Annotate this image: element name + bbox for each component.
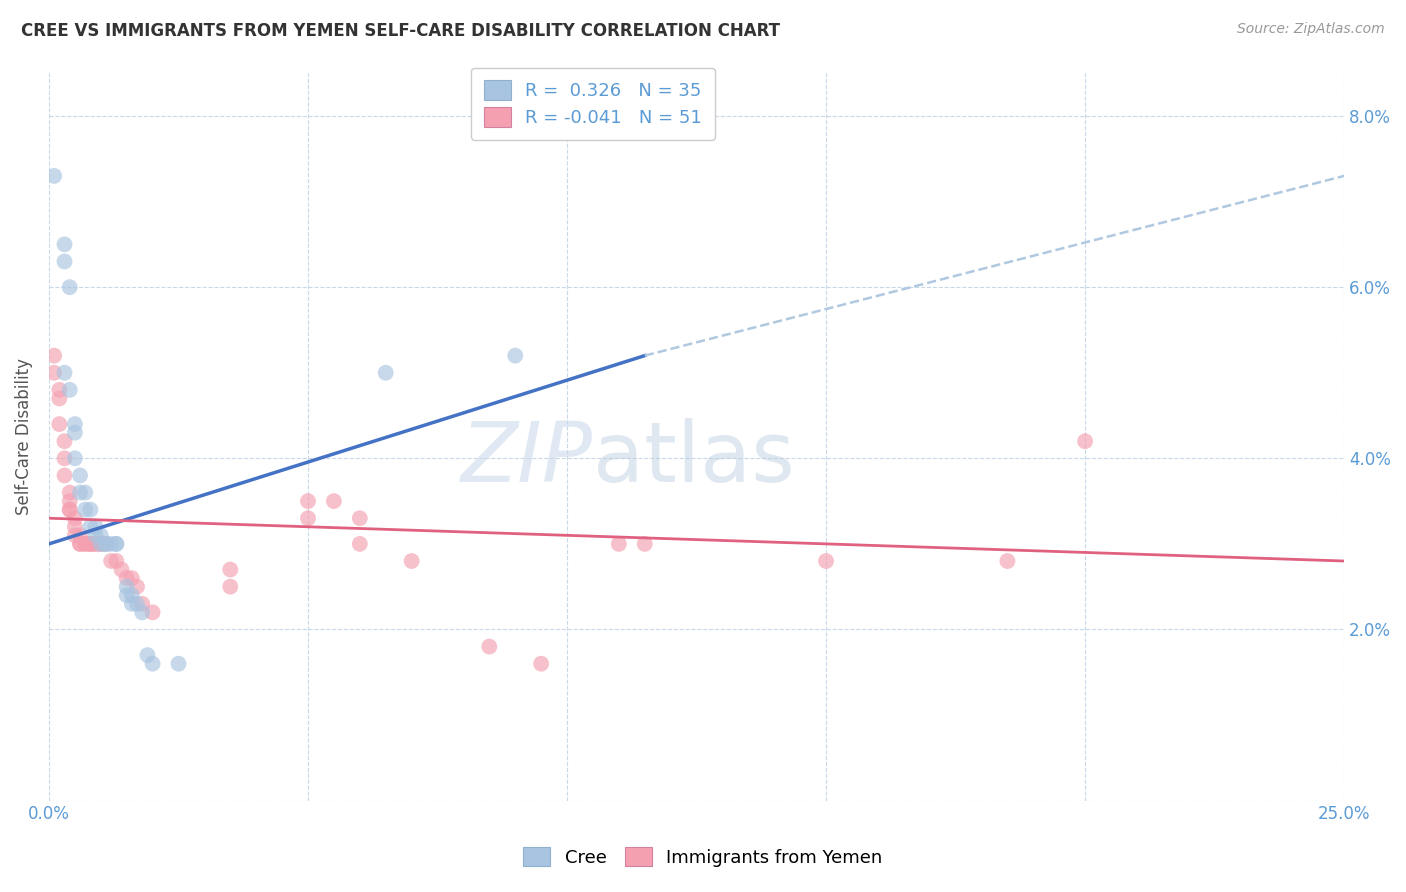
Point bbox=[63, 425, 86, 440]
Point bbox=[53, 237, 76, 252]
Point bbox=[349, 537, 371, 551]
Point bbox=[84, 528, 107, 542]
Point bbox=[100, 537, 122, 551]
Point bbox=[297, 494, 319, 508]
Point bbox=[53, 366, 76, 380]
Point bbox=[44, 366, 66, 380]
Point bbox=[349, 511, 371, 525]
Point bbox=[48, 383, 70, 397]
Point bbox=[59, 494, 82, 508]
Point bbox=[69, 537, 91, 551]
Point bbox=[63, 417, 86, 431]
Point bbox=[69, 528, 91, 542]
Point bbox=[131, 597, 153, 611]
Point bbox=[53, 468, 76, 483]
Point bbox=[401, 554, 423, 568]
Point bbox=[105, 554, 128, 568]
Point bbox=[59, 383, 82, 397]
Point bbox=[105, 537, 128, 551]
Point bbox=[69, 468, 91, 483]
Point bbox=[53, 254, 76, 268]
Y-axis label: Self-Care Disability: Self-Care Disability bbox=[15, 359, 32, 516]
Point bbox=[90, 537, 112, 551]
Point bbox=[63, 451, 86, 466]
Point bbox=[59, 502, 82, 516]
Point bbox=[79, 537, 101, 551]
Point bbox=[115, 571, 138, 585]
Point bbox=[48, 392, 70, 406]
Point bbox=[90, 537, 112, 551]
Point bbox=[84, 537, 107, 551]
Point bbox=[44, 349, 66, 363]
Point bbox=[110, 563, 132, 577]
Point bbox=[125, 597, 148, 611]
Point bbox=[63, 528, 86, 542]
Point bbox=[48, 417, 70, 431]
Legend: Cree, Immigrants from Yemen: Cree, Immigrants from Yemen bbox=[516, 840, 890, 874]
Point bbox=[69, 537, 91, 551]
Point bbox=[136, 648, 159, 662]
Point bbox=[121, 588, 143, 602]
Point bbox=[142, 605, 165, 619]
Point bbox=[59, 485, 82, 500]
Point bbox=[75, 537, 97, 551]
Point bbox=[105, 537, 128, 551]
Point bbox=[79, 520, 101, 534]
Point bbox=[84, 537, 107, 551]
Point bbox=[75, 537, 97, 551]
Text: ZIP: ZIP bbox=[461, 418, 593, 500]
Text: CREE VS IMMIGRANTS FROM YEMEN SELF-CARE DISABILITY CORRELATION CHART: CREE VS IMMIGRANTS FROM YEMEN SELF-CARE … bbox=[21, 22, 780, 40]
Point bbox=[79, 502, 101, 516]
Point bbox=[1074, 434, 1097, 449]
Point bbox=[100, 554, 122, 568]
Point bbox=[374, 366, 396, 380]
Point bbox=[530, 657, 553, 671]
Point bbox=[79, 537, 101, 551]
Point bbox=[219, 563, 242, 577]
Point bbox=[94, 537, 117, 551]
Point bbox=[53, 451, 76, 466]
Point bbox=[167, 657, 190, 671]
Text: Source: ZipAtlas.com: Source: ZipAtlas.com bbox=[1237, 22, 1385, 37]
Point bbox=[115, 588, 138, 602]
Point bbox=[63, 511, 86, 525]
Point bbox=[607, 537, 630, 551]
Text: atlas: atlas bbox=[593, 418, 794, 500]
Point bbox=[115, 580, 138, 594]
Point bbox=[297, 511, 319, 525]
Point bbox=[503, 349, 526, 363]
Point bbox=[478, 640, 501, 654]
Legend: R =  0.326   N = 35, R = -0.041   N = 51: R = 0.326 N = 35, R = -0.041 N = 51 bbox=[471, 68, 714, 140]
Point bbox=[90, 528, 112, 542]
Point bbox=[995, 554, 1018, 568]
Point bbox=[634, 537, 657, 551]
Point bbox=[121, 597, 143, 611]
Point bbox=[63, 520, 86, 534]
Point bbox=[44, 169, 66, 183]
Point bbox=[75, 485, 97, 500]
Point bbox=[94, 537, 117, 551]
Point bbox=[90, 537, 112, 551]
Point bbox=[94, 537, 117, 551]
Point bbox=[59, 502, 82, 516]
Point bbox=[121, 571, 143, 585]
Point bbox=[322, 494, 344, 508]
Point bbox=[75, 502, 97, 516]
Point bbox=[53, 434, 76, 449]
Point bbox=[69, 485, 91, 500]
Point bbox=[142, 657, 165, 671]
Point bbox=[219, 580, 242, 594]
Point bbox=[79, 537, 101, 551]
Point bbox=[815, 554, 838, 568]
Point bbox=[131, 605, 153, 619]
Point bbox=[84, 520, 107, 534]
Point bbox=[59, 280, 82, 294]
Point bbox=[125, 580, 148, 594]
